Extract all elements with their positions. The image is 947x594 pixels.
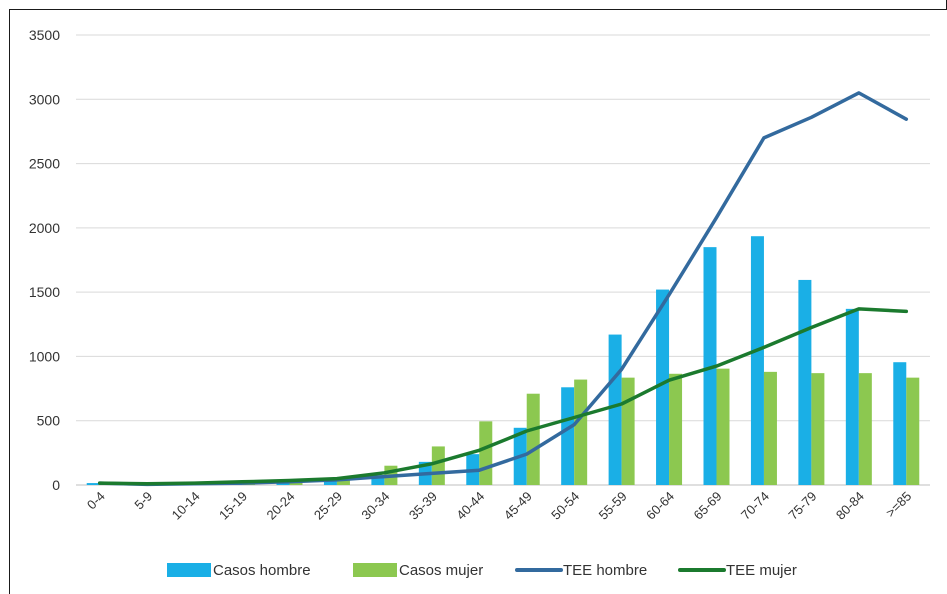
bar-casos-hombre [845, 308, 859, 485]
bar-casos-mujer [669, 373, 683, 485]
x-tick-label: >=85 [883, 489, 915, 521]
legend-swatch-casos-mujer [353, 563, 397, 577]
x-tick-label: 25-29 [311, 489, 345, 523]
x-tick-label: 80-84 [833, 489, 867, 523]
bar-casos-mujer [479, 421, 493, 485]
bar-casos-mujer [526, 393, 540, 485]
x-tick-label: 70-74 [738, 489, 772, 523]
legend-swatch-casos-hombre [167, 563, 211, 577]
x-tick-label: 20-24 [264, 489, 298, 523]
bar-casos-hombre [561, 387, 575, 485]
bars [86, 236, 920, 485]
x-tick-label: 15-19 [216, 489, 250, 523]
bar-casos-hombre [703, 247, 717, 485]
legend: Casos hombre Casos mujer TEE hombre TEE muj… [167, 562, 797, 579]
bar-casos-mujer [336, 479, 350, 485]
y-tick-label: 0 [52, 477, 60, 493]
x-axis: 0-4 5-9 10-14 15-19 20-24 25-29 30-34 35-39 40-4… [84, 489, 914, 523]
x-tick-label: 5-9 [131, 489, 155, 513]
bar-casos-hombre [798, 279, 812, 485]
bar-casos-hombre [893, 362, 907, 485]
x-tick-label: 10-14 [169, 489, 203, 523]
x-tick-label: 45-49 [501, 489, 535, 523]
bar-casos-hombre [323, 479, 337, 485]
x-tick-label: 0-4 [84, 489, 108, 513]
line-tee-hombre [97, 91, 909, 487]
x-tick-label: 60-64 [643, 489, 677, 523]
y-tick-label: 3500 [29, 27, 60, 43]
bar-casos-hombre [371, 475, 385, 485]
y-tick-label: 1000 [29, 348, 60, 364]
x-tick-label: 75-79 [785, 489, 819, 523]
x-tick-label: 30-34 [358, 489, 392, 523]
bar-casos-mujer [716, 368, 730, 485]
legend-label-tee-mujer: TEE mujer [726, 562, 797, 579]
legend-label-casos-mujer: Casos mujer [399, 562, 483, 579]
line-tee-mujer [97, 307, 909, 486]
bar-casos-mujer [574, 379, 588, 485]
y-tick-label: 2500 [29, 156, 60, 172]
y-tick-label: 500 [37, 413, 61, 429]
legend-label-casos-hombre: Casos hombre [213, 562, 311, 579]
bar-casos-mujer [858, 373, 872, 485]
x-tick-label: 35-39 [406, 489, 440, 523]
y-axis: 0 500 1000 1500 2000 2500 3000 3500 [29, 27, 60, 493]
bar-casos-mujer [811, 373, 825, 485]
bar-casos-hombre [608, 334, 622, 485]
x-tick-label: 50-54 [548, 489, 582, 523]
bar-casos-mujer [763, 371, 777, 485]
legend-label-tee-hombre: TEE hombre [563, 562, 647, 579]
bar-casos-hombre [750, 236, 764, 485]
bar-casos-hombre [86, 483, 100, 485]
lines [97, 91, 909, 487]
bar-casos-mujer [621, 377, 635, 485]
y-tick-label: 1500 [29, 284, 60, 300]
bar-casos-mujer [906, 377, 920, 485]
bar-casos-mujer [431, 446, 445, 485]
y-tick-label: 3000 [29, 91, 60, 107]
x-tick-label: 55-59 [596, 489, 630, 523]
x-tick-label: 40-44 [453, 489, 487, 523]
x-tick-label: 65-69 [691, 489, 725, 523]
y-tick-label: 2000 [29, 220, 60, 236]
bar-casos-hombre [656, 289, 670, 485]
